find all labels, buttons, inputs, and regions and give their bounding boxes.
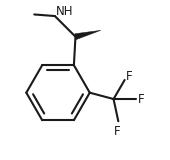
Polygon shape	[75, 30, 101, 40]
Text: F: F	[126, 70, 133, 83]
Text: NH: NH	[56, 5, 73, 18]
Text: F: F	[138, 92, 145, 106]
Text: F: F	[113, 125, 120, 138]
